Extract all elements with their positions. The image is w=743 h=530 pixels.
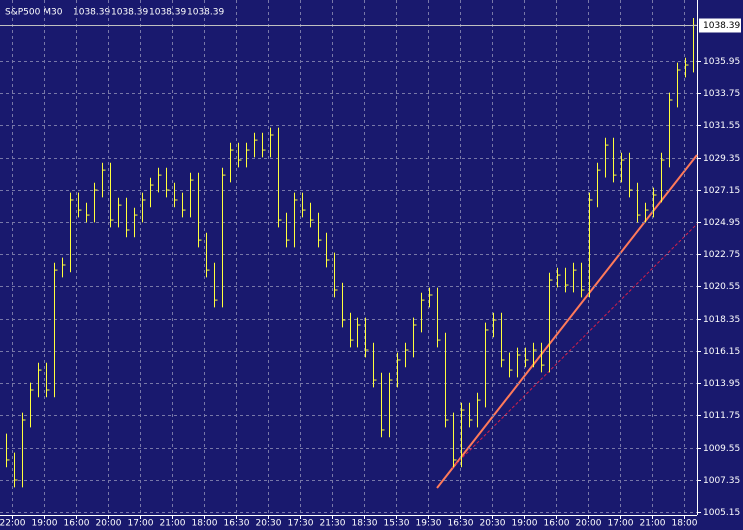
y-tick-label: 1007.35 <box>703 476 740 486</box>
y-tick-label: 1013.95 <box>703 379 740 389</box>
x-tick-label: 16:30 <box>224 519 250 529</box>
header-high: 1038.39 <box>111 8 148 18</box>
x-tick-label: 19:30 <box>416 519 442 529</box>
x-tick-label: 21:00 <box>640 519 666 529</box>
y-tick-label: 1022.75 <box>703 250 740 260</box>
x-tick-label: 17:30 <box>288 519 314 529</box>
y-tick-label: 1033.75 <box>703 89 740 99</box>
x-tick-label: 18:00 <box>672 519 698 529</box>
y-tick-label: 1020.55 <box>703 282 740 292</box>
x-tick-label: 18:30 <box>352 519 378 529</box>
x-tick-label: 19:00 <box>32 519 58 529</box>
x-tick-label: 21:00 <box>160 519 186 529</box>
x-tick-label: 16:00 <box>64 519 90 529</box>
x-tick-label: 21:30 <box>320 519 346 529</box>
y-tick-label: 1018.35 <box>703 315 740 325</box>
y-tick-label: 1024.95 <box>703 218 740 228</box>
x-tick-label: 20:00 <box>96 519 122 529</box>
y-tick-label: 1016.15 <box>703 347 740 357</box>
x-tick-label: 17:00 <box>608 519 634 529</box>
symbol: S&P500 M30 <box>5 8 63 18</box>
y-tick-label: 1035.95 <box>703 57 740 67</box>
x-tick-label: 19:00 <box>512 519 538 529</box>
x-tick-label: 18:00 <box>192 519 218 529</box>
y-tick-label: 1009.55 <box>703 444 740 454</box>
y-tick-label: 1029.35 <box>703 154 740 164</box>
x-tick-label: 15:30 <box>384 519 410 529</box>
x-tick-label: 16:30 <box>448 519 474 529</box>
x-tick-label: 20:00 <box>576 519 602 529</box>
y-tick-label: 1027.15 <box>703 186 740 196</box>
last-price-label: 1038.39 <box>703 21 740 31</box>
y-tick-label: 1031.55 <box>703 121 740 131</box>
x-tick-label: 22:00 <box>0 519 26 529</box>
x-tick-label: 17:00 <box>128 519 154 529</box>
x-tick-label: 20:30 <box>480 519 506 529</box>
header-low: 1038.39 <box>149 8 186 18</box>
y-tick-label: 1011.75 <box>703 411 740 421</box>
y-tick-label: 1005.15 <box>703 508 740 518</box>
x-tick-label: 16:00 <box>544 519 570 529</box>
header-close: 1038.39 <box>187 8 224 18</box>
header-open: 1038.39 <box>73 8 110 18</box>
x-tick-label: 20:30 <box>256 519 282 529</box>
last-price-box <box>699 18 741 33</box>
